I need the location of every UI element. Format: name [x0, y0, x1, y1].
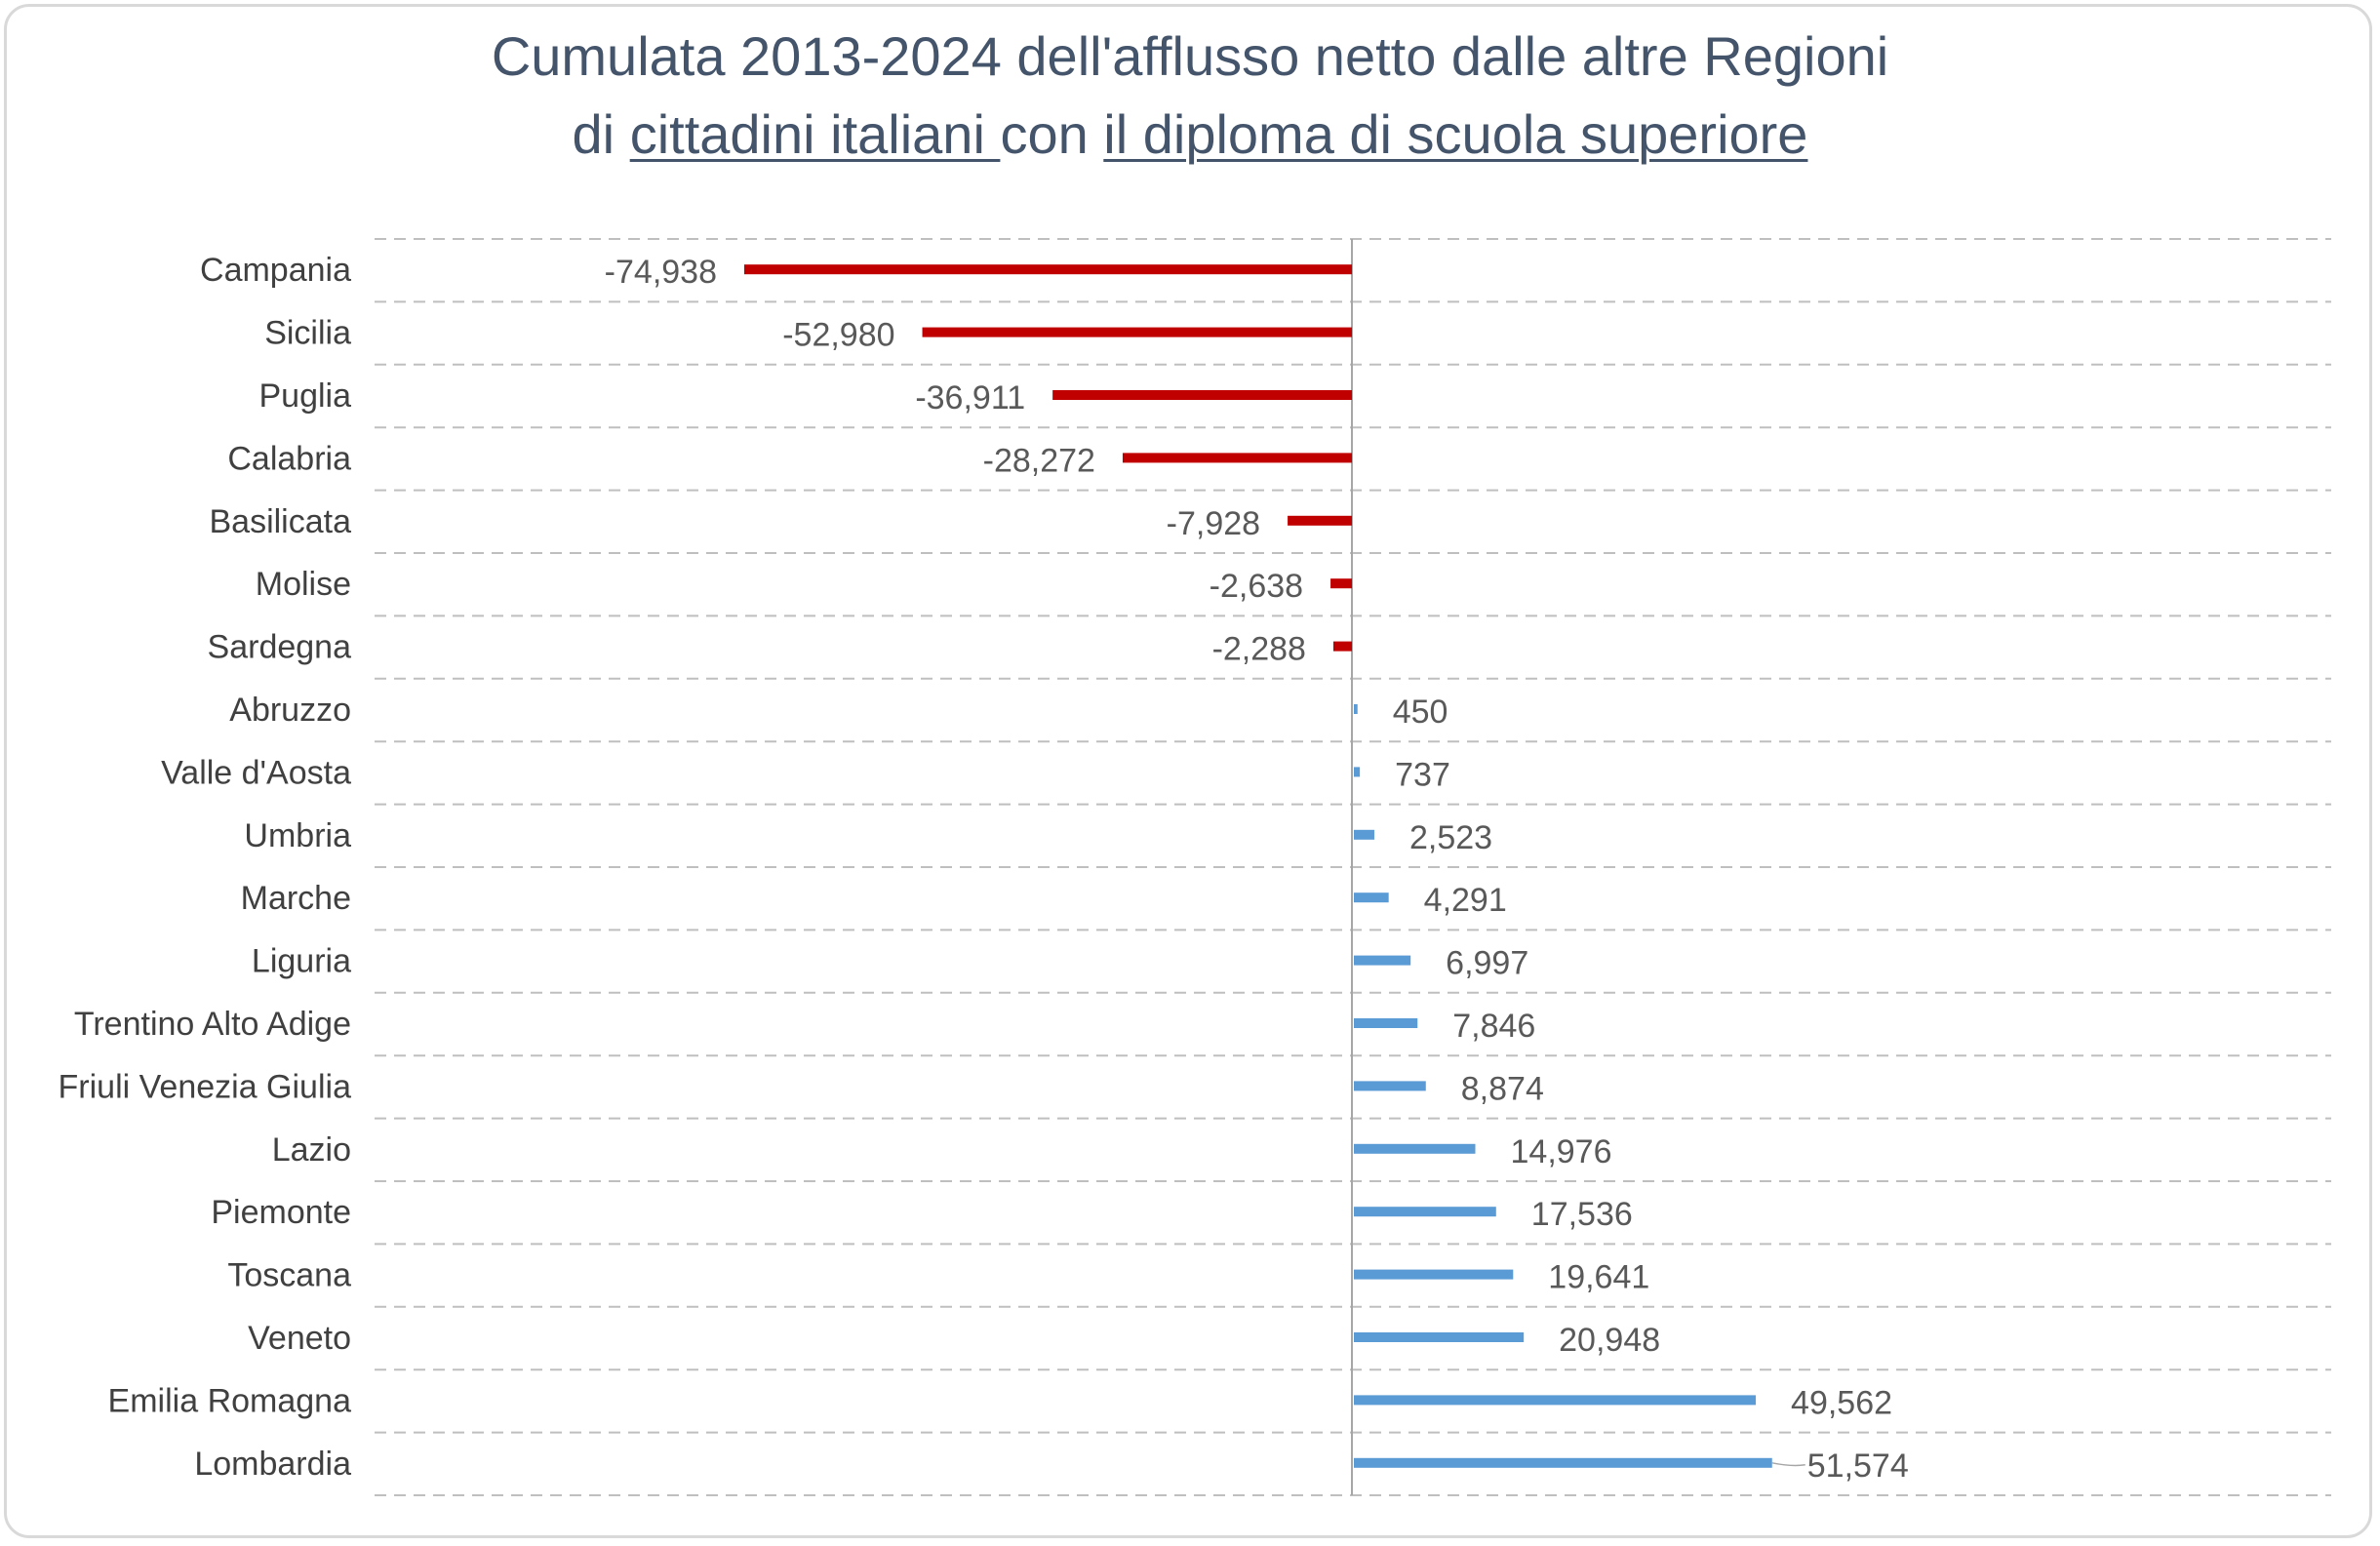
data-label: -28,272 [983, 442, 1095, 479]
category-label: Lazio [272, 1131, 351, 1169]
title-part-2: con [1000, 103, 1104, 165]
data-label: 7,846 [1452, 1008, 1535, 1045]
category-label: Sardegna [208, 629, 352, 666]
data-label: -2,638 [1210, 568, 1303, 605]
data-label: 6,997 [1446, 945, 1528, 982]
bar-liguria [1354, 955, 1411, 966]
category-label: Friuli Venezia Giulia [59, 1068, 352, 1105]
leader-line [1771, 1462, 1805, 1467]
bar-lombardia [1354, 1457, 1772, 1468]
category-label: Valle d'Aosta [161, 754, 351, 791]
bar-friuli-venezia-giulia [1354, 1081, 1426, 1091]
bar-sicilia [922, 327, 1352, 337]
title-part-1: di [572, 103, 630, 165]
bar-veneto [1354, 1332, 1525, 1342]
category-label: Marche [241, 880, 351, 917]
title-line-2: di cittadini italiani con il diploma di … [0, 96, 2380, 174]
bar-abruzzo [1354, 704, 1358, 714]
bar-sardegna [1332, 641, 1352, 652]
data-label: 19,641 [1548, 1259, 1649, 1296]
category-label: Basilicata [209, 503, 351, 540]
chart-title: Cumulata 2013-2024 dell'afflusso netto d… [0, 18, 2380, 174]
category-label: Piemonte [211, 1194, 351, 1231]
bar-lazio [1354, 1143, 1476, 1154]
data-label: -7,928 [1167, 505, 1260, 542]
category-label: Puglia [258, 377, 351, 415]
category-label: Campania [200, 252, 351, 289]
category-label: Liguria [252, 943, 351, 980]
chart-frame [4, 4, 2372, 1538]
category-label: Toscana [227, 1257, 351, 1294]
bar-emilia-romagna [1354, 1395, 1757, 1406]
bar-campania [744, 264, 1352, 275]
data-label: 8,874 [1461, 1070, 1544, 1107]
bar-puglia [1052, 390, 1352, 400]
category-label: Emilia Romagna [108, 1382, 352, 1419]
data-label: 4,291 [1424, 882, 1507, 919]
category-label: Trentino Alto Adige [74, 1006, 351, 1043]
title-underlined-1: cittadini italiani [629, 103, 1001, 165]
bar-basilicata [1288, 515, 1352, 526]
bar-molise [1330, 578, 1352, 589]
category-label: Veneto [248, 1320, 351, 1357]
category-label: Lombardia [194, 1446, 351, 1483]
data-label: 737 [1395, 756, 1450, 793]
category-label: Sicilia [264, 315, 351, 352]
data-label: -74,938 [605, 254, 717, 291]
data-label: 20,948 [1559, 1322, 1660, 1359]
category-label: Molise [256, 566, 351, 603]
category-label: Umbria [244, 817, 351, 854]
category-label: Abruzzo [229, 692, 351, 729]
bar-trentino-alto-adige [1354, 1018, 1418, 1028]
data-label: -2,288 [1212, 631, 1306, 668]
title-line-1: Cumulata 2013-2024 dell'afflusso netto d… [491, 25, 1889, 87]
bar-piemonte [1354, 1207, 1496, 1217]
bar-umbria [1354, 829, 1374, 840]
data-label: 17,536 [1531, 1196, 1633, 1233]
data-label: 14,976 [1511, 1133, 1612, 1170]
data-label: 49,562 [1791, 1384, 1892, 1421]
bar-valle-d-aosta [1354, 767, 1361, 777]
title-underlined-2: il diploma di scuola superiore [1103, 103, 1808, 165]
data-label: 2,523 [1409, 819, 1492, 856]
data-label: 51,574 [1807, 1447, 1909, 1485]
data-label: -52,980 [782, 317, 894, 354]
data-label: -36,911 [915, 379, 1025, 416]
bar-calabria [1122, 453, 1352, 463]
data-label: 450 [1393, 694, 1448, 731]
bar-toscana [1354, 1269, 1514, 1280]
bar-marche [1354, 892, 1389, 903]
category-label: Calabria [227, 440, 351, 477]
